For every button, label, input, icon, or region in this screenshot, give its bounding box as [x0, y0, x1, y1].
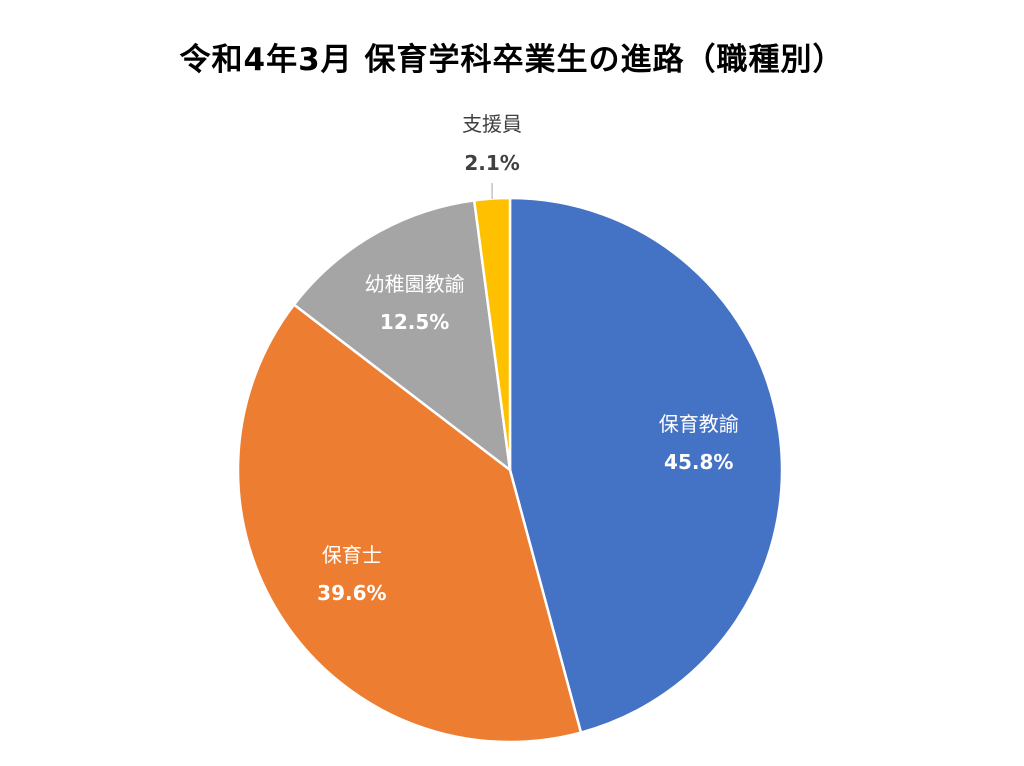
slice-label-value: 2.1% — [464, 151, 519, 175]
slice-label-value: 12.5% — [380, 310, 449, 334]
pie-slice-1 — [508, 196, 784, 734]
slice-label-name: 幼稚園教諭 — [365, 272, 465, 296]
pie-slice-2 — [236, 303, 583, 744]
pie-slices — [236, 196, 784, 744]
slice-label-name: 保育教諭 — [659, 412, 739, 436]
slice-label-value: 39.6% — [317, 581, 386, 605]
pie-slice-3 — [292, 199, 512, 472]
slice-label-name: 支援員 — [462, 112, 522, 136]
chart-title: 令和4年3月 保育学科卒業生の進路（職種別） — [179, 42, 845, 78]
pie-labels: 保育教諭 45.8% 保育士 39.6% 幼稚園教諭 12.5% 支援員 2.1% — [317, 112, 739, 605]
slice-label-value: 45.8% — [664, 450, 733, 474]
slice-label-name: 保育士 — [322, 543, 382, 567]
